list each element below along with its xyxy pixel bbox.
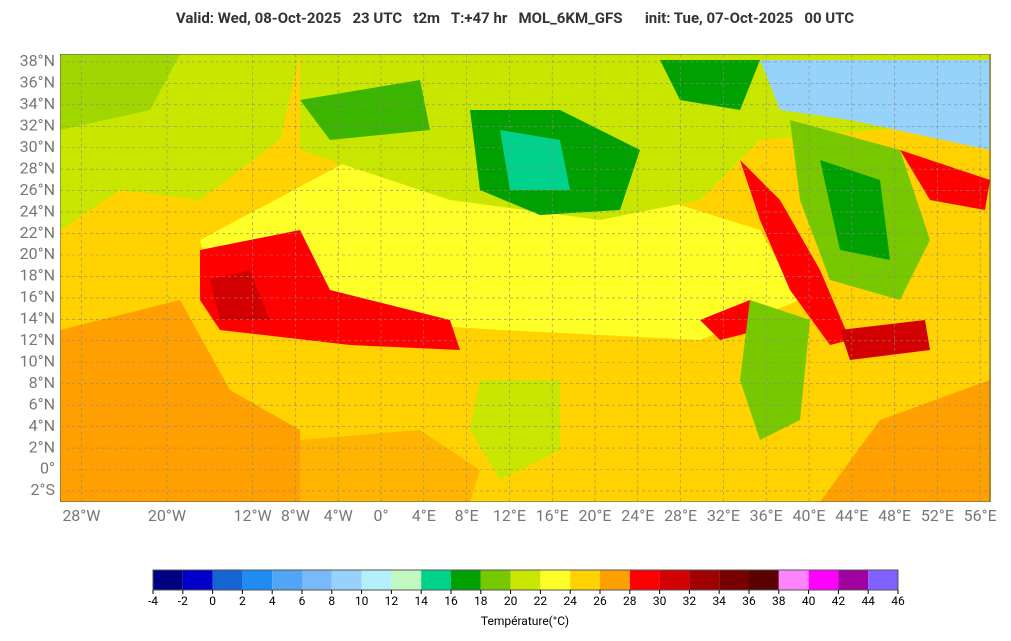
colorbar-tick-label: -4: [148, 594, 158, 608]
colorbar-box: [331, 570, 362, 590]
colorbar-box: [868, 570, 898, 590]
colorbar-tick-label: 18: [474, 594, 488, 608]
colorbar-tick-label: 20: [504, 594, 518, 608]
lon-label: 12°E: [493, 506, 526, 525]
lat-label: 22°N: [20, 223, 55, 242]
lon-label: 28°E: [664, 506, 697, 525]
lat-label: 34°N: [20, 94, 55, 113]
lon-label: 16°E: [536, 506, 569, 525]
colorbar-tick-label: 28: [623, 594, 637, 608]
colorbar-tick-label: 14: [414, 594, 428, 608]
lat-label: 2°N: [29, 437, 55, 456]
colorbar-box: [600, 570, 630, 590]
lon-label: 12°W: [234, 506, 272, 525]
colorbar-tick-label: 6: [299, 594, 306, 608]
colorbar-tick-label: 40: [802, 594, 816, 608]
lon-label: 8°E: [455, 506, 479, 525]
lon-label: 20°W: [148, 506, 186, 525]
lat-label: 32°N: [20, 116, 55, 135]
colorbar-tick-label: 30: [653, 594, 667, 608]
lat-label: 6°N: [29, 394, 55, 413]
colorbar-tick-label: 22: [534, 594, 548, 608]
colorbar-tick-label: 32: [683, 594, 697, 608]
lon-label: 36°E: [750, 506, 783, 525]
colorbar-tick-label: 4: [269, 594, 276, 608]
colorbar-box: [182, 570, 213, 590]
lat-label: 24°N: [20, 201, 55, 220]
colorbar-box: [659, 570, 690, 590]
lat-label: 14°N: [20, 309, 55, 328]
lat-label: 30°N: [20, 137, 55, 156]
lon-label: 0°: [374, 506, 389, 525]
colorbar-box: [570, 570, 600, 590]
lon-label: 24°E: [621, 506, 654, 525]
lon-label: 52°E: [921, 506, 954, 525]
colorbar-box: [302, 570, 332, 590]
lon-label: 56°E: [964, 506, 997, 525]
colorbar-tick-label: 24: [563, 594, 577, 608]
colorbar-tick-label: 10: [355, 594, 369, 608]
colorbar-box: [421, 570, 451, 590]
colorbar-tick-label: 38: [772, 594, 786, 608]
lat-label: 36°N: [20, 73, 55, 92]
colorbar-box: [391, 570, 422, 590]
colorbar-label: Température(°C): [481, 614, 569, 628]
colorbar-box: [480, 570, 511, 590]
lat-label: 12°N: [20, 330, 55, 349]
lon-label: 4°E: [412, 506, 436, 525]
lat-label: 8°N: [29, 373, 55, 392]
colorbar-tick-label: 34: [712, 594, 726, 608]
lat-label: 16°N: [20, 287, 55, 306]
lon-label: 32°E: [707, 506, 740, 525]
colorbar-frame: [152, 569, 899, 591]
colorbar-box: [510, 570, 541, 590]
lat-label: 4°N: [29, 416, 55, 435]
colorbar-box: [451, 570, 481, 590]
colorbar-tick-label: 42: [832, 594, 846, 608]
lat-label: 26°N: [20, 180, 55, 199]
lat-label: 18°N: [20, 266, 55, 285]
colorbar-box: [629, 570, 660, 590]
colorbar-box: [808, 570, 839, 590]
lon-label: 8°W: [281, 506, 310, 525]
colorbar-box: [361, 570, 392, 590]
lon-label: 48°E: [878, 506, 911, 525]
colorbar-box: [540, 570, 571, 590]
colorbar-box: [778, 570, 809, 590]
colorbar-tick-label: -2: [178, 594, 188, 608]
colorbar-tick-label: 36: [742, 594, 756, 608]
lon-label: 44°E: [835, 506, 868, 525]
lat-label: 28°N: [20, 158, 55, 177]
lat-label: 20°N: [20, 244, 55, 263]
colorbar-box: [242, 570, 273, 590]
colorbar-box: [749, 570, 779, 590]
colorbar-tick-label: 44: [861, 594, 875, 608]
colorbar-tick-label: 12: [385, 594, 399, 608]
colorbar-tick-label: 0: [209, 594, 216, 608]
colorbar-tick-label: 8: [328, 594, 335, 608]
lon-label: 40°E: [792, 506, 825, 525]
colorbar-box: [272, 570, 302, 590]
lat-label: 2°S: [31, 480, 55, 499]
title: Valid: Wed, 08-Oct-2025 23 UTC t2m T:+47…: [176, 9, 854, 27]
colorbar-box: [212, 570, 243, 590]
colorbar-tick-label: 16: [444, 594, 458, 608]
colorbar-tick-label: 2: [239, 594, 246, 608]
colorbar-tick-label: 46: [891, 594, 905, 608]
colorbar-box: [838, 570, 869, 590]
colorbar-tick-label: 26: [593, 594, 607, 608]
map-field: [60, 54, 991, 502]
lon-label: 20°E: [578, 506, 611, 525]
lon-label: 4°W: [324, 506, 353, 525]
colorbar-box: [153, 570, 183, 590]
lat-label: 0°: [40, 459, 55, 478]
lat-label: 38°N: [20, 51, 55, 70]
lon-label: 28°W: [62, 506, 100, 525]
colorbar-box: [689, 570, 720, 590]
lat-label: 10°N: [20, 351, 55, 370]
colorbar-box: [719, 570, 749, 590]
